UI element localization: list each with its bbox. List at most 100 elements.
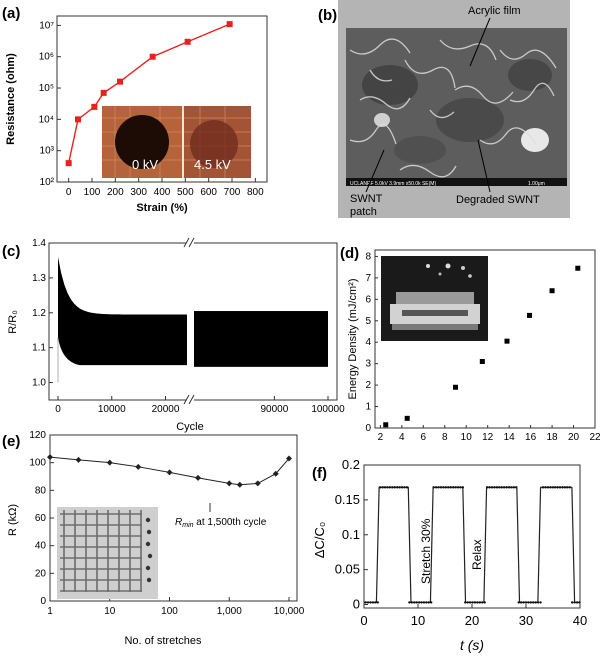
chart-e-ytick-label: 120	[29, 430, 46, 441]
chart-e-xlabel: No. of stretches	[124, 635, 202, 647]
chart-f-data-point	[490, 486, 494, 489]
annotation-rmin: R	[175, 517, 182, 528]
chart-f-data-point	[495, 486, 499, 489]
chart-f-data-point	[398, 486, 401, 489]
chart-f-data-point	[400, 486, 404, 489]
chart-f-data-point	[517, 601, 520, 604]
chart-a-ytick-label: 10⁶	[39, 52, 54, 63]
chart-f-xtick-label: 30	[519, 613, 533, 628]
chart-e-data-point	[254, 480, 261, 487]
chart-e-ytick-label: 60	[35, 513, 47, 524]
chart-d-data-point	[504, 338, 510, 344]
chart-a-xlabel: Strain (%)	[136, 202, 188, 214]
chart-f-data-point	[476, 601, 479, 604]
panel-label-c: (c)	[2, 243, 20, 260]
chart-f-data-point	[553, 486, 557, 489]
chart-f-data-point	[468, 601, 472, 604]
chart-f-data-point	[573, 601, 576, 604]
chart-f-ytick-label: 0.1	[342, 527, 360, 542]
chart-f-data-point	[544, 486, 547, 489]
chart-e-xtick-label: 1,000	[217, 606, 242, 617]
chart-c-xtick-label: 10000	[98, 404, 126, 415]
chart-f-data-point	[422, 601, 426, 604]
chart-f-data-point	[451, 486, 455, 489]
chart-d-data-point	[527, 312, 533, 318]
chart-f-xtick-label: 0	[360, 613, 367, 628]
chart-e-xtick-label: 10	[104, 606, 116, 617]
chart-f-data-point	[364, 601, 367, 604]
chart-f-ylabel: ΔC/C₀	[312, 522, 327, 558]
chart-f-data-point	[536, 601, 540, 604]
chart-d-ytick-label: 0	[365, 423, 371, 434]
chart-d-xtick-label: 20	[568, 432, 580, 443]
chart-d-xtick-label: 18	[547, 432, 559, 443]
chart-e-xtick-label: 100	[161, 606, 178, 617]
chart-c-xlabel: Cycle	[176, 421, 204, 433]
chart-f-data-point	[549, 486, 552, 489]
label-acrylic-film: Acrylic film	[468, 5, 521, 17]
annotation-stretch: Stretch 30%	[419, 518, 433, 584]
chart-c-ytick-label: 1.3	[32, 273, 46, 284]
chart-a-data-point	[100, 89, 107, 96]
chart-f-data-point	[449, 486, 452, 489]
chart-d-ylabel: Energy Density (mJ/cm²)	[347, 278, 359, 399]
label-degraded-swnt: Degraded SWNT	[456, 194, 540, 206]
chart-a-xtick-label: 100	[84, 187, 101, 198]
chart-a-data-point	[65, 160, 72, 167]
inset-translucent-electrode	[190, 120, 238, 168]
chart-d-inset-photo	[381, 256, 488, 341]
chart-d-ytick-label: 2	[365, 380, 371, 391]
chart-f-ytick-label: 0.05	[335, 562, 360, 577]
chart-f-data-point	[391, 486, 394, 489]
panel-label-e: (e)	[2, 433, 20, 450]
chart-f-data-point	[410, 601, 413, 604]
chart-d-ytick-label: 8	[365, 251, 371, 262]
chart-f-data-point	[481, 601, 484, 604]
chart-a-data-point	[75, 116, 81, 123]
chart-e-data-point	[75, 456, 82, 463]
chart-f-data-point	[466, 601, 469, 604]
label-swnt-patch-line1: SWNT	[350, 193, 383, 205]
chart-e-data-point	[272, 470, 279, 477]
chart-c-segment-left	[58, 256, 187, 366]
chart-e-stretches: 1 10 100 1,000 10,000 0 20 40 60 80 100 120 Rmin at…	[7, 430, 305, 647]
chart-a-ytick-label: 10⁵	[39, 83, 54, 94]
chart-e-ytick-label: 100	[29, 458, 46, 469]
chart-f-data-point	[442, 486, 445, 489]
chart-f-data-point	[578, 601, 581, 604]
chart-f-data-point	[498, 486, 501, 489]
panel-label-d: (d)	[340, 245, 359, 262]
chart-e-ylabel: R (kΩ)	[7, 504, 19, 536]
chart-a-ytick-label: 10⁷	[39, 20, 54, 31]
chart-d-ytick-label: 1	[365, 402, 371, 413]
chart-f-data-point	[551, 486, 554, 489]
sem-micrograph: UCLANRF 5.0kV 3.9mm x50.0k SE(M) 1.00μm …	[338, 0, 570, 218]
chart-a-ytick-label: 10³	[40, 146, 55, 157]
chart-f-data-point	[461, 486, 465, 489]
chart-e-xtick-label: 1	[47, 606, 53, 617]
chart-f-data-point	[374, 601, 377, 604]
chart-a-xtick-label: 700	[224, 187, 241, 198]
chart-f-data-point	[430, 601, 433, 604]
chart-f-data-point	[541, 486, 545, 489]
chart-d-data-point	[404, 415, 410, 421]
chart-f-data-point	[415, 601, 418, 604]
chart-c-ylabel: R/R₀	[7, 310, 19, 334]
chart-c-segment-right	[194, 311, 328, 367]
chart-c-ytick-label: 1.1	[32, 343, 46, 354]
chart-a-xtick-label: 300	[130, 187, 147, 198]
chart-f-data-point	[425, 601, 428, 604]
chart-c-ytick-label: 1.2	[32, 308, 46, 319]
inset-left-label: 0 kV	[132, 157, 158, 172]
chart-d-ytick-label: 3	[365, 359, 371, 370]
chart-f-data-point	[556, 486, 559, 489]
chart-f-data-point	[522, 601, 525, 604]
chart-f-data-point	[366, 601, 370, 604]
chart-f-data-point	[558, 486, 562, 489]
chart-f-data-point	[566, 486, 569, 489]
chart-d-ytick-label: 7	[365, 273, 371, 284]
svg-text:Rmin at 1,500th cycle: Rmin at 1,500th cycle	[175, 517, 267, 529]
chart-f-data-point	[570, 601, 574, 604]
chart-f-data-point	[524, 601, 528, 604]
